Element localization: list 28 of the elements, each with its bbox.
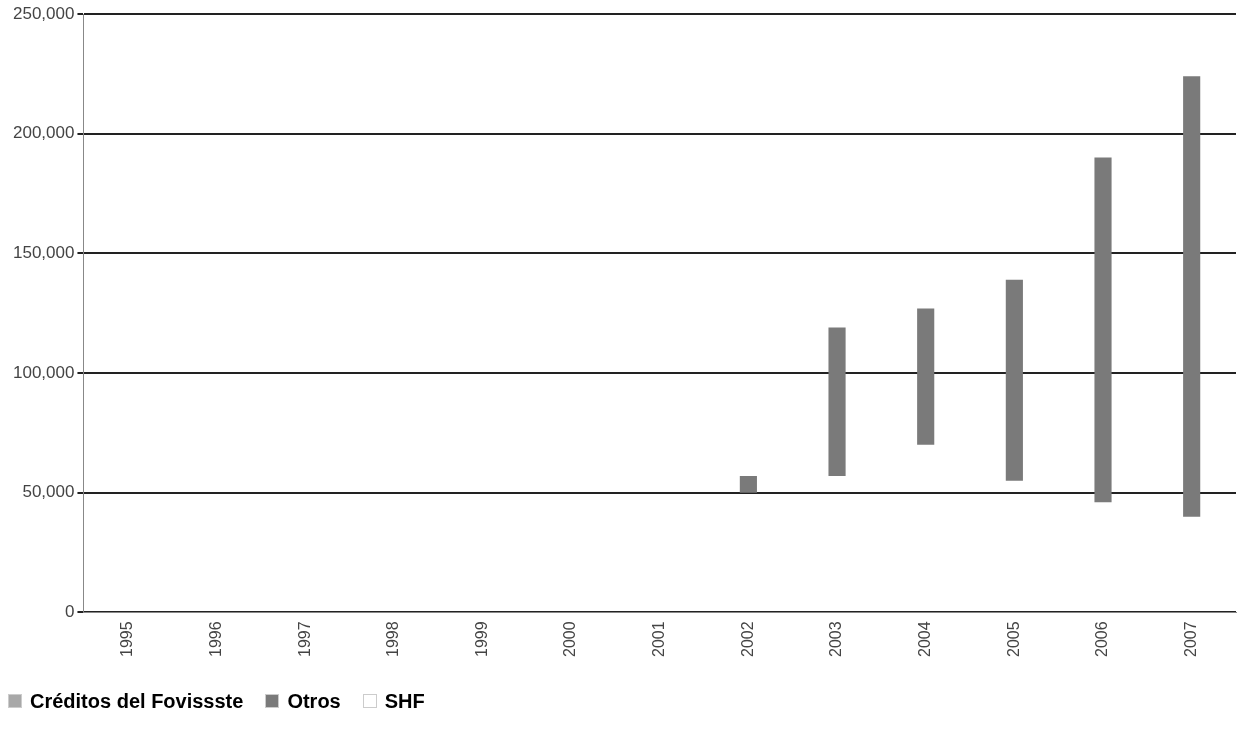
x-tick-label: 2001 — [650, 621, 668, 657]
bar — [1094, 157, 1112, 503]
x-tick-label: 1995 — [118, 621, 136, 657]
x-tick-label: 2006 — [1093, 621, 1111, 657]
y-tick-label: 250,000 — [13, 3, 75, 23]
legend-label: SHF — [383, 690, 425, 713]
x-tick-label: 2007 — [1182, 621, 1200, 657]
y-tick-label: 100,000 — [13, 362, 75, 382]
x-tick-label: 1996 — [206, 621, 224, 657]
y-tick-label: 150,000 — [13, 243, 75, 263]
y-tick-label: 0 — [64, 602, 75, 622]
x-tick-label: 2005 — [1004, 621, 1022, 657]
x-tick-label: 1998 — [384, 621, 402, 657]
bar — [828, 327, 846, 476]
x-tick-label: 1997 — [295, 621, 313, 657]
y-tick-label: 50,000 — [22, 482, 75, 502]
x-tick-label: 2004 — [916, 621, 934, 657]
x-tick-label: 1999 — [472, 621, 490, 657]
bar — [1183, 76, 1201, 517]
x-tick-label: 2000 — [561, 621, 579, 657]
bar — [1005, 279, 1023, 481]
x-tick-label: 2003 — [827, 621, 845, 657]
bar — [917, 308, 935, 445]
x-tick-label: 2002 — [738, 621, 756, 657]
y-tick-label: 200,000 — [13, 123, 75, 143]
bar — [739, 475, 757, 493]
legend-label: Otros — [286, 690, 341, 713]
legend-label: Créditos del Fovissste — [29, 690, 244, 713]
